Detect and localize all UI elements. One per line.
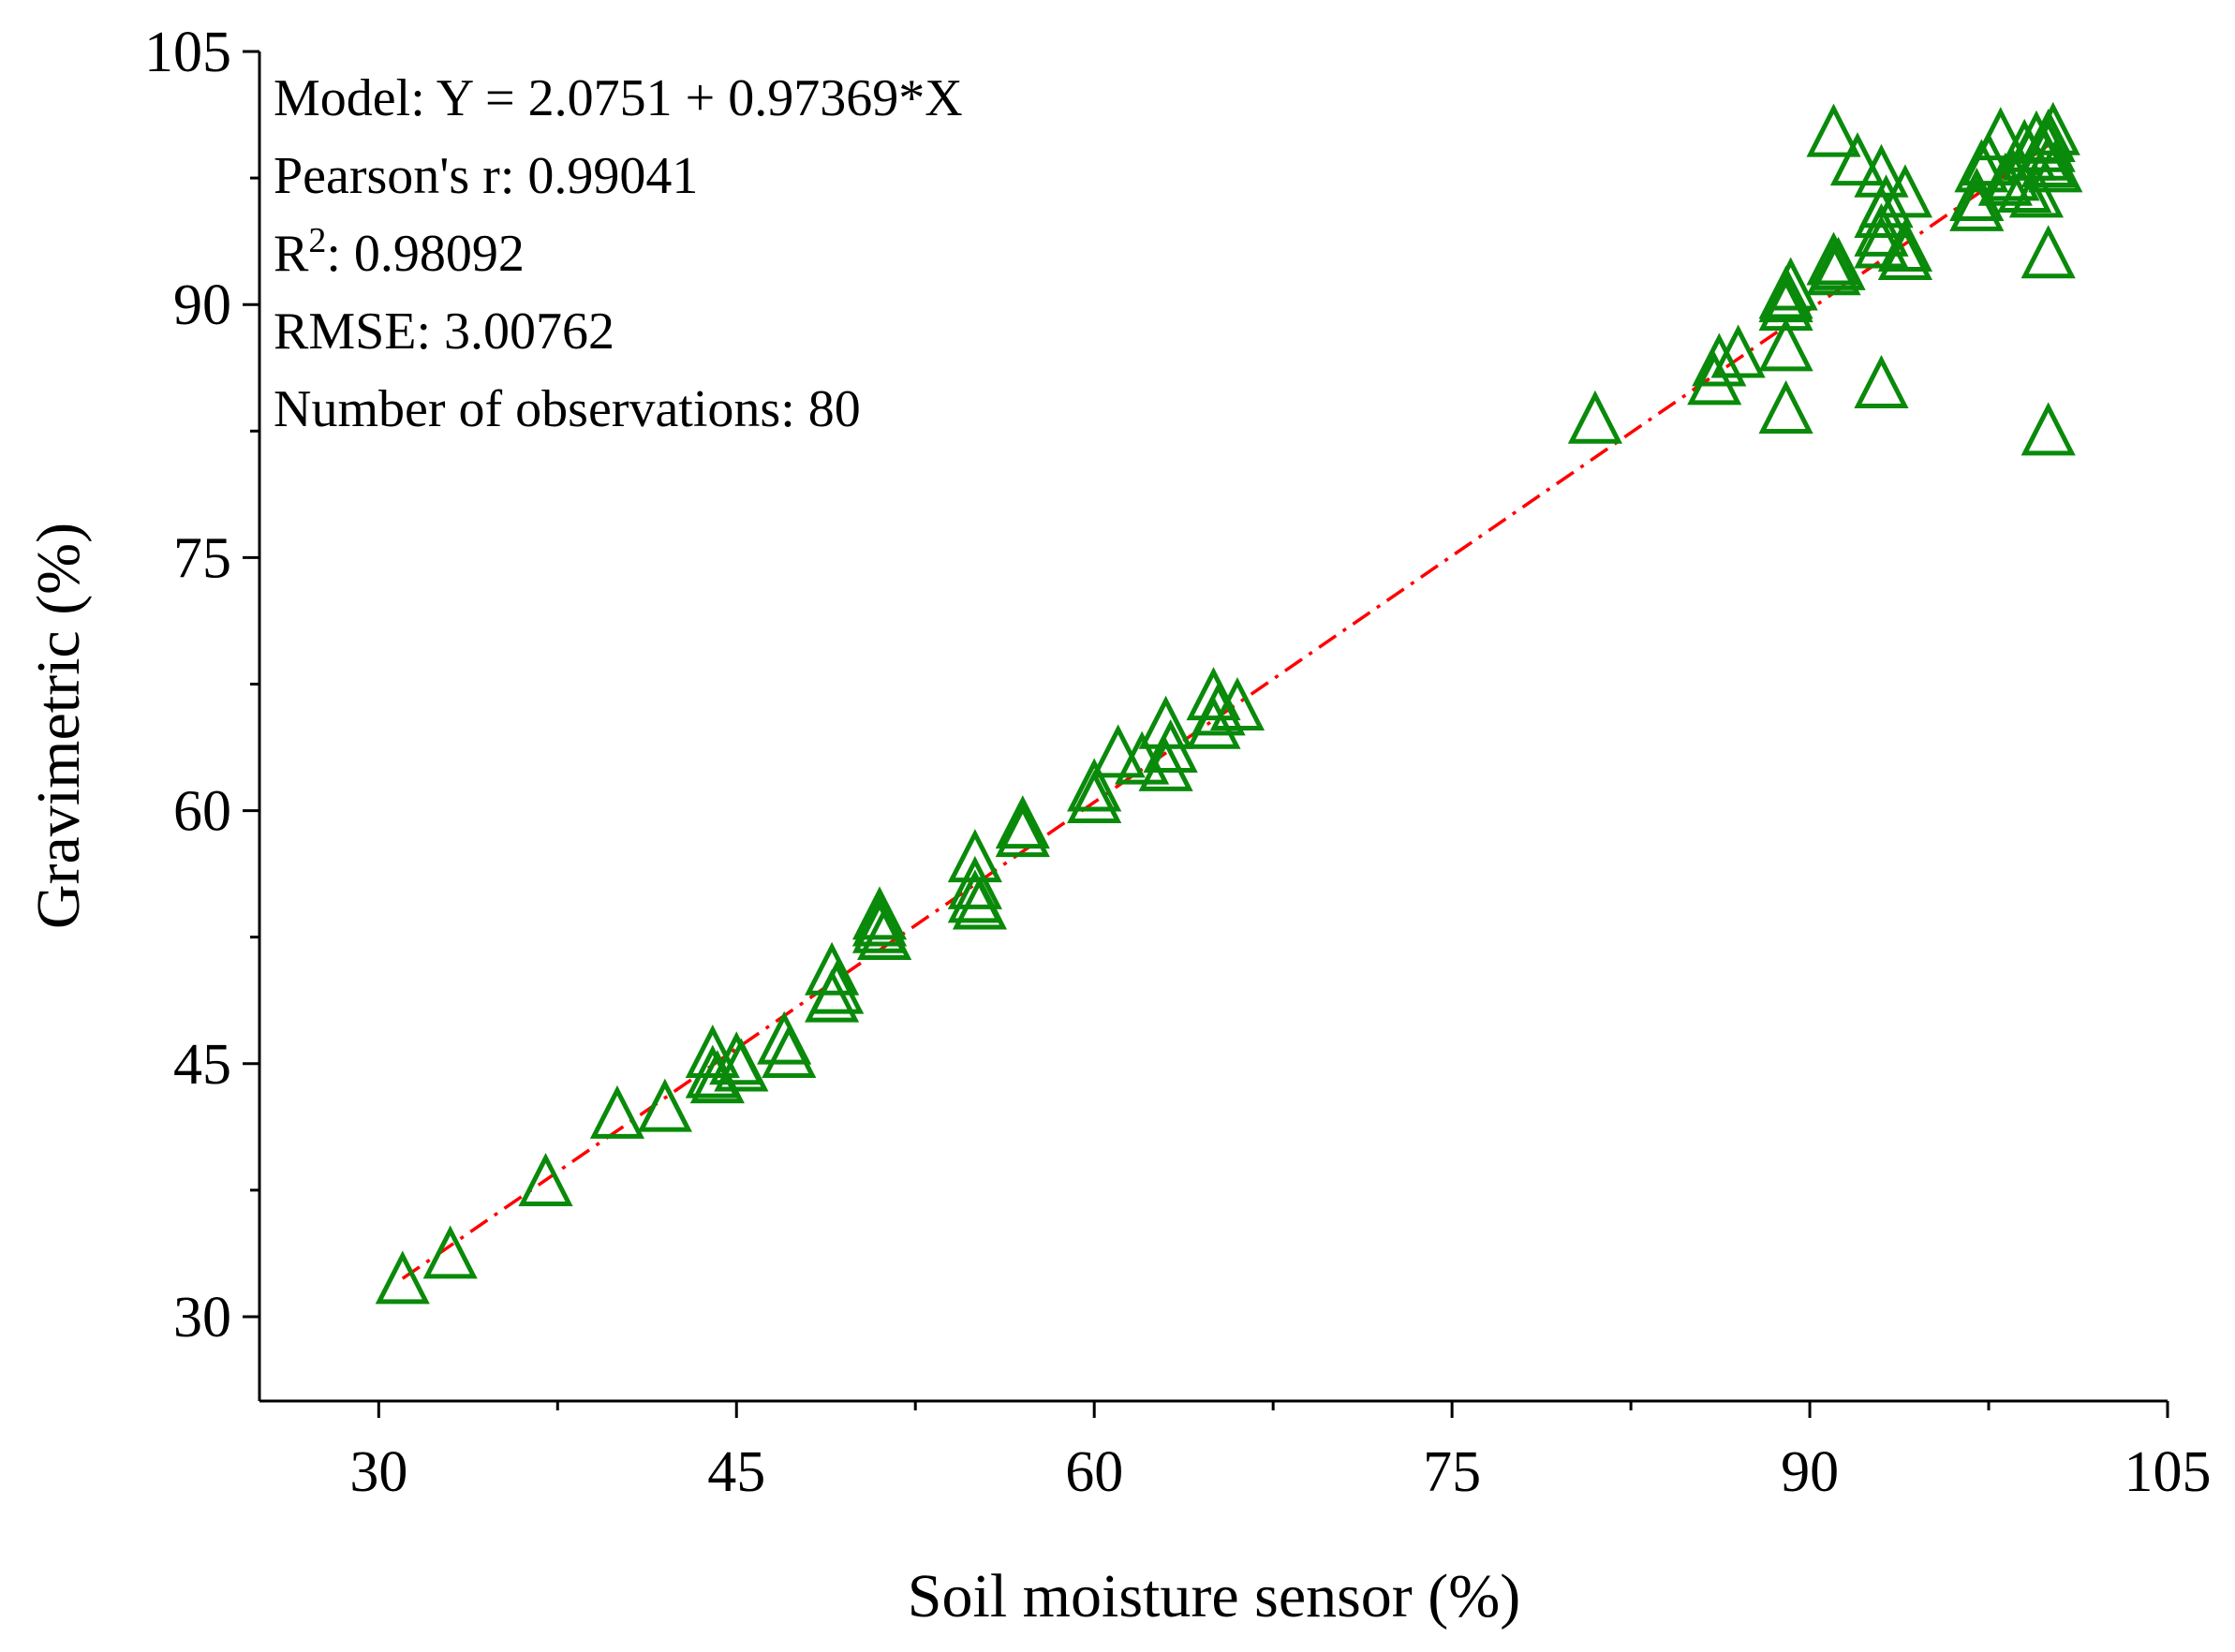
x-tick-label: 105 — [2124, 1440, 2212, 1504]
stat-line: R2: 0.98092 — [274, 221, 525, 283]
data-point — [952, 876, 1008, 930]
data-point — [1758, 379, 1813, 434]
data-point — [589, 1084, 645, 1139]
data-point — [1687, 351, 1742, 406]
data-point — [518, 1152, 573, 1206]
data-point — [1067, 770, 1122, 824]
data-point — [1143, 719, 1198, 774]
data-point — [1806, 103, 1861, 157]
fit-line-layer — [401, 143, 2050, 1280]
data-point — [1710, 324, 1766, 378]
data-point — [1209, 676, 1266, 730]
data-point — [2008, 164, 2065, 218]
data-point — [1877, 218, 1932, 273]
data-point — [947, 829, 1002, 883]
points-layer — [375, 101, 2083, 1305]
data-point — [1090, 724, 1146, 778]
data-point — [762, 1025, 817, 1079]
stat-line: Pearson's r: 0.99041 — [274, 147, 698, 205]
y-tick-label: 75 — [173, 526, 231, 590]
data-point — [685, 1025, 740, 1079]
x-axis-title: Soil moisture sensor (%) — [908, 1562, 1520, 1630]
y-tick-label: 60 — [173, 780, 231, 844]
axes: 30 45 60 75 90 105 30 45 60 75 90 105 — [144, 21, 2212, 1504]
data-point — [689, 1050, 745, 1104]
data-point — [805, 941, 860, 996]
data-point — [1877, 227, 1932, 281]
data-point — [1997, 159, 2052, 214]
data-point — [422, 1225, 478, 1279]
data-point — [809, 960, 865, 1014]
data-point — [1567, 390, 1622, 444]
data-point — [1811, 236, 1866, 290]
data-point — [1186, 667, 1241, 721]
data-point — [851, 886, 908, 940]
data-point — [2020, 225, 2076, 279]
y-axis-title: Gravimetric (%) — [24, 523, 93, 929]
data-point — [1985, 147, 2040, 201]
data-point — [1692, 332, 1747, 387]
data-point — [1854, 143, 1909, 198]
data-point — [637, 1078, 692, 1132]
x-tick-label: 60 — [1065, 1440, 1123, 1504]
data-point — [1829, 132, 1886, 186]
data-point — [1138, 737, 1193, 791]
data-point — [995, 804, 1050, 858]
data-point — [1954, 139, 2009, 193]
data-point — [1758, 269, 1813, 323]
data-point — [1138, 695, 1193, 749]
x-tick-label: 45 — [707, 1440, 765, 1504]
data-point — [1949, 177, 2005, 231]
stat-line: Number of observations: 80 — [274, 380, 861, 438]
data-point — [1758, 277, 1813, 332]
x-tick-label: 75 — [1423, 1440, 1481, 1504]
stat-line: RMSE: 3.00762 — [274, 302, 614, 361]
data-point — [1067, 758, 1122, 812]
data-point — [375, 1250, 430, 1305]
y-tick-label: 90 — [173, 273, 231, 337]
x-tick-label: 30 — [349, 1440, 407, 1504]
fit-line — [401, 143, 2050, 1280]
data-point — [2020, 402, 2076, 456]
data-point — [995, 795, 1050, 849]
data-point — [2016, 126, 2071, 181]
data-point — [1854, 354, 1909, 408]
data-point — [947, 855, 1002, 909]
data-point — [1973, 107, 2028, 161]
data-point — [1758, 317, 1813, 372]
data-point — [1191, 682, 1246, 736]
data-point — [2028, 139, 2083, 193]
data-point — [714, 1038, 769, 1092]
data-point — [1854, 202, 1909, 257]
y-tick-label: 45 — [173, 1033, 231, 1097]
data-point — [1858, 174, 1914, 229]
stats-box: Model: Y = 2.0751 + 0.97369*X Pearson's r… — [274, 69, 963, 438]
superscript: 2 — [308, 221, 326, 260]
data-point — [857, 906, 912, 960]
data-point — [1877, 164, 1932, 218]
stat-line: Model: Y = 2.0751 + 0.97369*X — [274, 69, 963, 127]
x-tick-label: 90 — [1781, 1440, 1839, 1504]
y-tick-label: 105 — [144, 21, 231, 84]
y-tick-label: 30 — [173, 1286, 231, 1350]
data-point — [1961, 132, 2017, 186]
